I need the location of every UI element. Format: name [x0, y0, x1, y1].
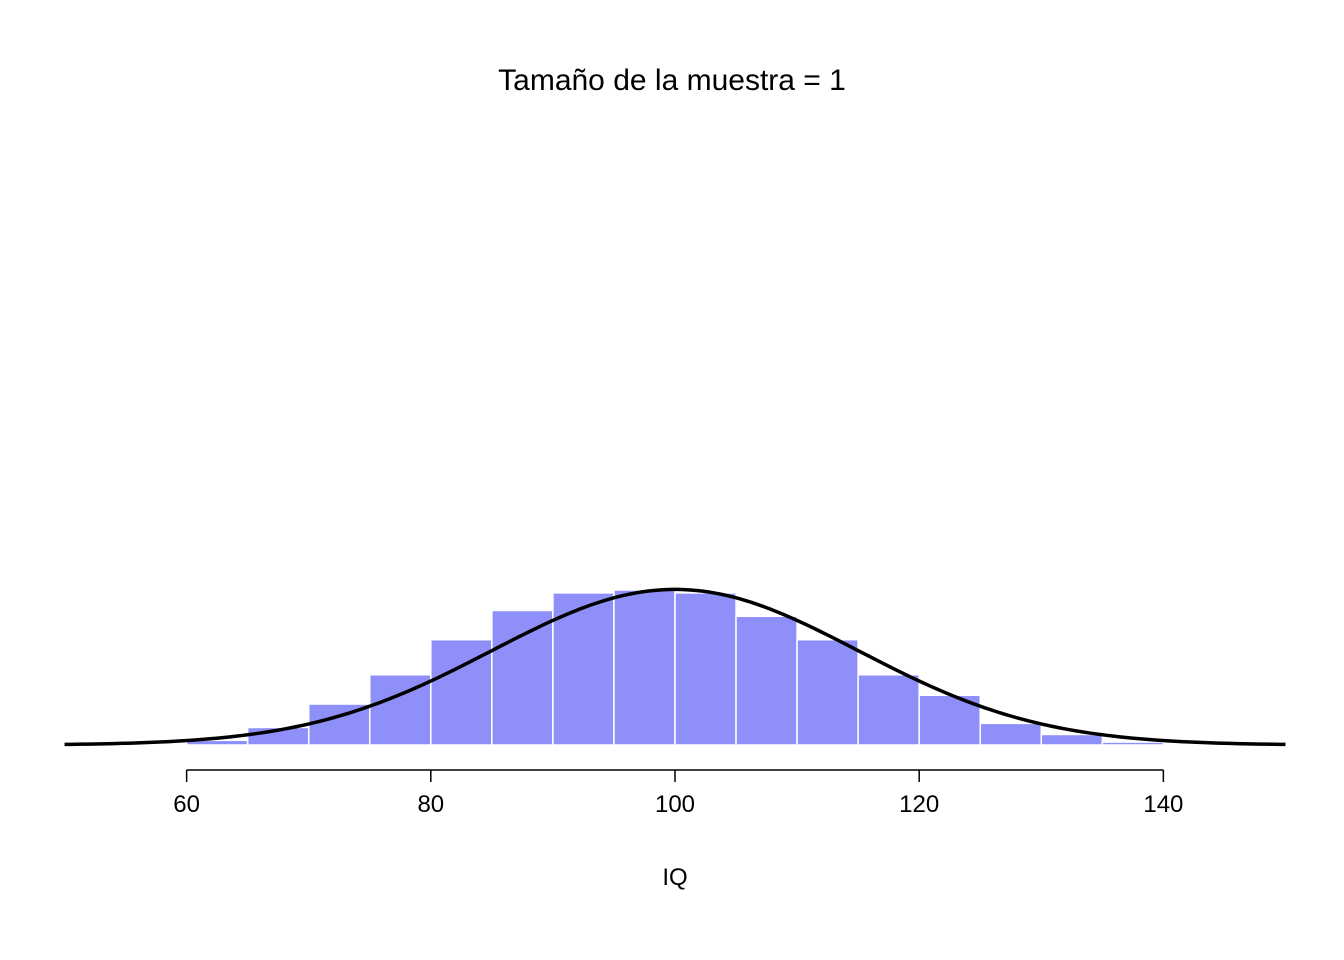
histogram-chart: 60 80 100 120 140 Tamaño de la muestra = 1 I… — [0, 0, 1344, 960]
x-tick-label: 140 — [1143, 791, 1183, 818]
histogram-bar — [858, 675, 919, 745]
histogram-bar — [614, 590, 675, 745]
x-axis-label: IQ — [662, 864, 687, 891]
x-tick-label: 100 — [655, 791, 695, 818]
histogram-bar — [492, 610, 553, 745]
histogram-bar — [736, 616, 797, 745]
x-tick-label: 120 — [899, 791, 939, 818]
chart-container: 60 80 100 120 140 Tamaño de la muestra = 1 I… — [0, 0, 1344, 960]
histogram-bar — [675, 593, 736, 745]
histogram-bar — [797, 640, 858, 745]
histogram-bar — [1102, 742, 1163, 745]
x-tick-label: 80 — [417, 791, 444, 818]
histogram-bar — [980, 723, 1041, 745]
histogram-bar — [1041, 734, 1102, 745]
chart-title: Tamaño de la muestra = 1 — [498, 64, 846, 97]
x-tick-label: 60 — [173, 791, 200, 818]
